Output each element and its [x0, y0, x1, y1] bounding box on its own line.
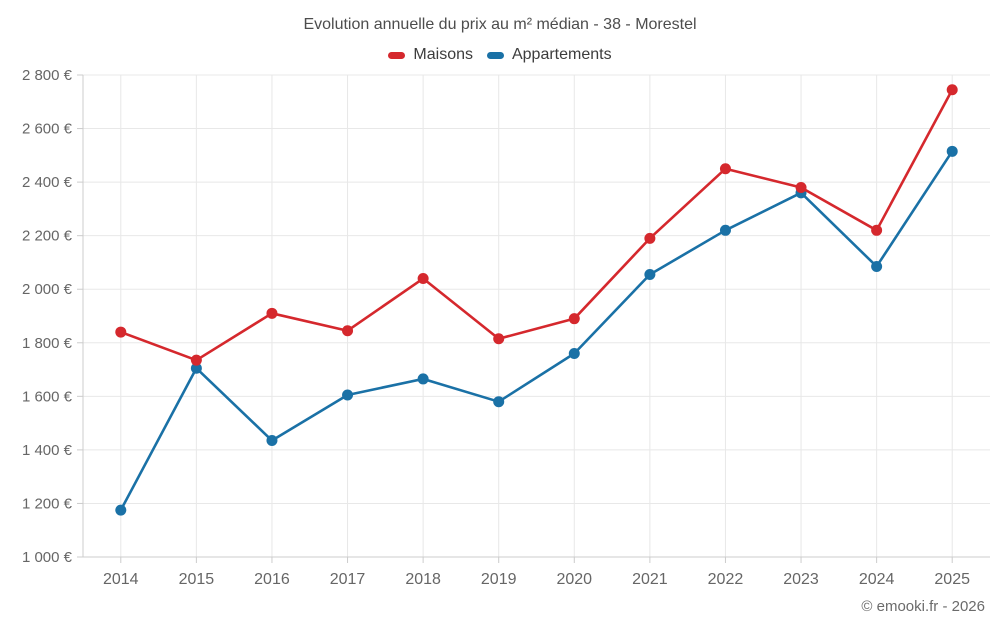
data-point-maisons	[266, 307, 278, 319]
data-point-appartements	[190, 362, 202, 374]
data-point-maisons	[871, 224, 883, 236]
x-tick-label: 2025	[934, 571, 970, 588]
series-line-maisons	[119, 88, 954, 362]
y-tick-label: 2 600 €	[22, 121, 73, 138]
x-tick-label: 2015	[179, 571, 215, 588]
data-point-maisons	[190, 354, 202, 366]
data-point-maisons	[795, 181, 807, 193]
footer-credit: © emooki.fr - 2026	[861, 598, 985, 615]
data-point-appartements	[946, 145, 958, 157]
data-point-maisons	[493, 333, 505, 345]
y-tick-label: 2 000 €	[22, 281, 73, 298]
data-point-maisons	[644, 232, 656, 244]
y-tick-label: 2 200 €	[22, 228, 73, 245]
y-tick-label: 1 800 €	[22, 335, 73, 352]
data-point-appartements	[115, 504, 127, 516]
legend-item-appartements[interactable]: Appartements	[486, 46, 612, 64]
x-tick-label: 2024	[859, 571, 895, 588]
data-point-appartements	[266, 435, 278, 447]
data-point-appartements	[871, 260, 883, 272]
data-point-appartements	[493, 396, 505, 408]
data-point-maisons	[115, 326, 127, 338]
x-tick-label: 2014	[103, 571, 139, 588]
y-tick-label: 2 400 €	[22, 174, 73, 191]
chart-title: Evolution annuelle du prix au m² médian …	[303, 16, 697, 33]
x-tick-label: 2022	[708, 571, 744, 588]
x-tick-label: 2021	[632, 571, 668, 588]
data-point-maisons	[342, 325, 354, 337]
y-tick-label: 1 200 €	[22, 495, 73, 512]
legend-swatch-maisons-icon	[388, 51, 406, 59]
data-point-maisons	[568, 313, 580, 325]
data-point-maisons	[946, 84, 958, 96]
legend-swatch-appartements-icon	[486, 51, 504, 59]
y-tick-label: 2 800 €	[22, 67, 73, 84]
y-tick-label: 1 400 €	[22, 442, 73, 459]
x-tick-label: 2018	[405, 571, 441, 588]
data-point-appartements	[568, 347, 580, 359]
y-tick-label: 1 000 €	[22, 549, 73, 566]
x-tick-label: 2023	[783, 571, 819, 588]
x-tick-label: 2019	[481, 571, 517, 588]
series-line-appartements	[119, 150, 954, 512]
x-tick-label: 2020	[556, 571, 592, 588]
legend-item-maisons[interactable]: Maisons	[388, 46, 473, 64]
legend-label-appartements: Appartements	[511, 46, 612, 63]
data-point-appartements	[719, 224, 731, 236]
data-point-maisons	[719, 163, 731, 175]
data-point-appartements	[342, 389, 354, 401]
x-tick-label: 2016	[254, 571, 290, 588]
chart-legend: Maisons Appartements	[0, 46, 1000, 64]
data-point-appartements	[417, 373, 429, 385]
y-tick-label: 1 600 €	[22, 388, 73, 405]
x-tick-label: 2017	[330, 571, 366, 588]
legend-label-maisons: Maisons	[413, 46, 473, 63]
data-point-appartements	[644, 268, 656, 280]
data-point-maisons	[417, 273, 429, 285]
